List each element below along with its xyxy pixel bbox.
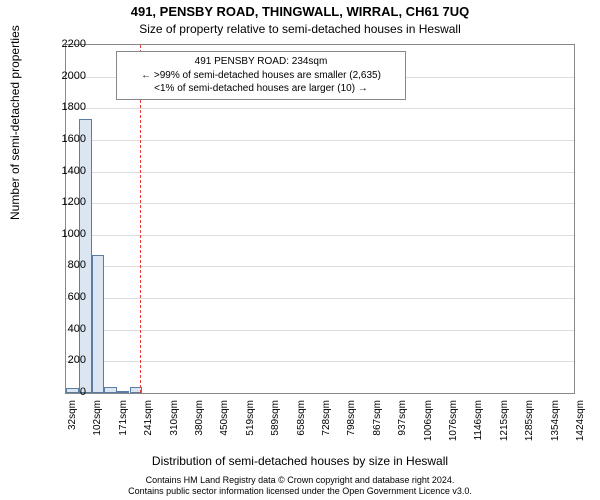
y-tick-label: 2200 — [56, 38, 86, 50]
gridline — [66, 140, 574, 141]
y-tick-label: 1000 — [56, 228, 86, 240]
x-tick-label: 937sqm — [397, 400, 408, 450]
chart-subtitle: Size of property relative to semi-detach… — [0, 22, 600, 36]
y-tick-label: 1200 — [56, 196, 86, 208]
y-tick-label: 800 — [56, 259, 86, 271]
x-tick-label: 1424sqm — [575, 400, 586, 450]
y-tick-label: 0 — [56, 386, 86, 398]
chart-container: 491, PENSBY ROAD, THINGWALL, WIRRAL, CH6… — [0, 0, 600, 500]
x-tick-label: 1146sqm — [473, 400, 484, 450]
x-tick-label: 102sqm — [92, 400, 103, 450]
y-tick-label: 2000 — [56, 70, 86, 82]
x-tick-label: 519sqm — [245, 400, 256, 450]
callout-line1: 491 PENSBY ROAD: 234sqm — [123, 55, 399, 69]
histogram-bar — [79, 119, 92, 393]
chart-title: 491, PENSBY ROAD, THINGWALL, WIRRAL, CH6… — [0, 4, 600, 19]
histogram-bar — [92, 255, 105, 393]
gridline — [66, 203, 574, 204]
y-tick-label: 1800 — [56, 101, 86, 113]
y-tick-label: 200 — [56, 354, 86, 366]
x-tick-label: 798sqm — [346, 400, 357, 450]
x-tick-label: 171sqm — [118, 400, 129, 450]
x-tick-label: 1006sqm — [423, 400, 434, 450]
gridline — [66, 298, 574, 299]
y-tick-label: 400 — [56, 323, 86, 335]
gridline — [66, 235, 574, 236]
x-tick-label: 450sqm — [219, 400, 230, 450]
x-tick-label: 241sqm — [143, 400, 154, 450]
x-tick-label: 380sqm — [194, 400, 205, 450]
gridline — [66, 266, 574, 267]
histogram-bar — [104, 387, 117, 393]
plot-area: 491 PENSBY ROAD: 234sqm← >99% of semi-de… — [65, 44, 575, 394]
copyright-line2: Contains public sector information licen… — [128, 486, 472, 496]
callout-line3: <1% of semi-detached houses are larger (… — [123, 82, 399, 96]
gridline — [66, 108, 574, 109]
callout-box: 491 PENSBY ROAD: 234sqm← >99% of semi-de… — [116, 51, 406, 100]
x-tick-label: 1076sqm — [448, 400, 459, 450]
x-tick-label: 32sqm — [67, 400, 78, 450]
x-tick-label: 1354sqm — [550, 400, 561, 450]
x-tick-label: 867sqm — [372, 400, 383, 450]
gridline — [66, 330, 574, 331]
gridline — [66, 172, 574, 173]
copyright-text: Contains HM Land Registry data © Crown c… — [0, 475, 600, 498]
x-tick-label: 310sqm — [169, 400, 180, 450]
x-tick-label: 1285sqm — [524, 400, 535, 450]
x-tick-label: 589sqm — [270, 400, 281, 450]
y-tick-label: 600 — [56, 291, 86, 303]
y-tick-label: 1400 — [56, 165, 86, 177]
y-axis-label: Number of semi-detached properties — [8, 25, 22, 220]
y-tick-label: 1600 — [56, 133, 86, 145]
histogram-bar — [117, 391, 130, 393]
callout-line2: ← >99% of semi-detached houses are small… — [123, 69, 399, 83]
x-tick-label: 1215sqm — [499, 400, 510, 450]
x-tick-label: 728sqm — [321, 400, 332, 450]
x-axis-label: Distribution of semi-detached houses by … — [0, 454, 600, 468]
copyright-line1: Contains HM Land Registry data © Crown c… — [146, 475, 455, 485]
gridline — [66, 361, 574, 362]
x-tick-label: 658sqm — [296, 400, 307, 450]
